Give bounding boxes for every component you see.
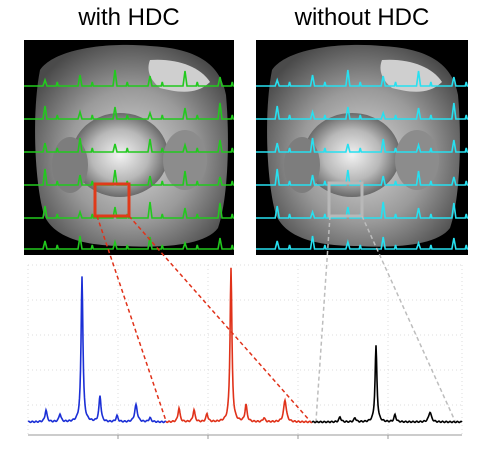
roi-connector-line-red	[128, 215, 311, 422]
roi-box-without-hdc	[327, 181, 364, 218]
bowel-region	[304, 113, 400, 197]
bowel-region	[72, 113, 168, 197]
spectra	[27, 267, 463, 424]
with-hdc-spectrum	[27, 276, 167, 424]
spectral-grid-row-with-hdc	[24, 201, 234, 219]
red-roi-spectrum	[165, 267, 313, 424]
spectral-grid-row-with-hdc	[24, 69, 234, 87]
roi-connector-line-gray	[315, 215, 331, 422]
mri-image-with-hdc	[24, 40, 234, 255]
panel-title-without-hdc: without HDC	[294, 4, 430, 31]
roi-connector-line-red	[96, 215, 167, 422]
spectral-grid-row-with-hdc	[24, 235, 234, 250]
muscle-region	[163, 130, 207, 190]
spectrum-axis-ticks	[117, 435, 389, 439]
bright-organ	[148, 59, 210, 92]
spectral-grid-row-with-hdc	[24, 137, 234, 153]
spectral-grid-row-without-hdc	[256, 168, 468, 186]
roi-box-with-hdc	[93, 182, 131, 218]
spectral-grid-row-without-hdc	[256, 102, 468, 120]
spectral-grid-without-hdc	[256, 69, 468, 250]
panel-title-with-hdc: with HDC	[78, 4, 180, 31]
spectral-grid-row-without-hdc	[256, 235, 468, 250]
without-hdc-spectrum	[311, 345, 463, 424]
spectral-grid-row-without-hdc	[256, 137, 468, 153]
spectral-grid-row-with-hdc	[24, 168, 234, 186]
spectral-grid-with-hdc	[24, 69, 234, 250]
spectral-grid-row-without-hdc	[256, 201, 468, 219]
roi-connector-line-gray	[361, 215, 456, 422]
spectral-grid-row-without-hdc	[256, 69, 468, 87]
mri-image-without-hdc	[256, 40, 468, 255]
muscle-region	[395, 130, 439, 190]
roi-connector-lines	[96, 215, 456, 422]
spectral-grid-row-with-hdc	[24, 102, 234, 120]
